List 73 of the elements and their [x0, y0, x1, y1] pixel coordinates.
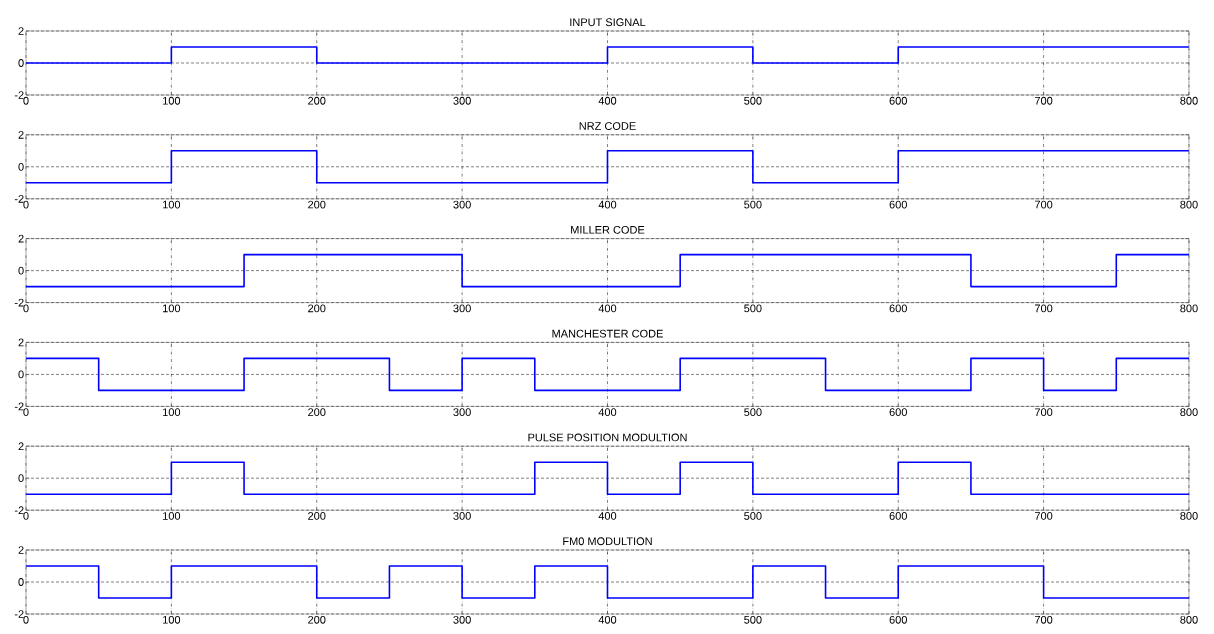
x-tick-label: 700: [1035, 408, 1053, 417]
x-tick-label: 300: [453, 615, 471, 624]
x-tick-label: 800: [1180, 408, 1198, 417]
x-tick-label: 600: [889, 408, 907, 417]
chart-title: INPUT SIGNAL: [570, 18, 646, 27]
x-tick-label: 200: [308, 408, 326, 417]
x-tick-label: 300: [453, 512, 471, 520]
x-tick-label: 400: [598, 200, 617, 209]
x-tick-label: 400: [598, 304, 617, 313]
y-tick-label: 0: [18, 370, 24, 379]
y-tick-label: 2: [18, 442, 24, 451]
chart-title: MANCHESTER CODE: [552, 329, 663, 338]
x-tick-label: 700: [1035, 304, 1053, 313]
x-tick-label: 500: [744, 200, 762, 209]
x-tick-label: 0: [23, 512, 29, 520]
x-tick-label: 100: [163, 408, 181, 417]
x-tick-label: 100: [163, 200, 181, 209]
y-tick-label: -2: [14, 194, 24, 203]
y-tick-label: 0: [18, 59, 24, 67]
y-tick-label: -2: [14, 91, 24, 99]
y-tick-label: -2: [14, 298, 24, 307]
x-tick-label: 100: [163, 304, 181, 313]
x-tick-label: 800: [1180, 512, 1198, 520]
x-tick-label: 400: [598, 96, 617, 105]
x-tick-label: 600: [889, 200, 907, 209]
y-tick-label: 2: [18, 27, 24, 35]
x-tick-label: 100: [163, 96, 181, 105]
y-tick-label: 0: [18, 266, 24, 275]
x-tick-label: 700: [1035, 200, 1053, 209]
chart-title: NRZ CODE: [579, 122, 636, 130]
x-tick-label: 500: [744, 408, 762, 417]
chart-title: PULSE POSITION MODULTION: [528, 433, 687, 442]
x-tick-label: 600: [889, 512, 907, 520]
x-tick-label: 300: [453, 96, 471, 105]
y-tick-label: -2: [14, 610, 24, 618]
x-tick-label: 700: [1035, 615, 1053, 624]
x-tick-label: 200: [308, 304, 326, 313]
y-tick-label: 2: [18, 338, 24, 347]
x-tick-label: 800: [1180, 96, 1198, 105]
x-tick-label: 600: [889, 304, 907, 313]
x-tick-label: 200: [308, 615, 326, 624]
x-tick-label: 800: [1180, 200, 1198, 209]
y-tick-label: 2: [18, 234, 24, 243]
x-tick-label: 100: [163, 615, 181, 624]
y-tick-label: 2: [18, 546, 24, 554]
chart-title: FM0 MODULTION: [563, 537, 652, 546]
x-tick-label: 700: [1035, 96, 1053, 105]
x-tick-label: 100: [163, 512, 181, 520]
y-tick-label: 0: [18, 162, 24, 171]
x-tick-label: 400: [598, 408, 617, 417]
y-tick-label: 2: [18, 130, 24, 139]
y-tick-label: 0: [18, 578, 24, 586]
x-tick-label: 200: [308, 200, 326, 209]
y-tick-label: -2: [14, 506, 24, 515]
x-tick-label: 800: [1180, 304, 1198, 313]
x-tick-label: 300: [453, 200, 471, 209]
x-tick-label: 500: [744, 96, 762, 105]
chart-title: MILLER CODE: [571, 225, 645, 234]
x-tick-label: 500: [744, 304, 762, 313]
x-tick-label: 200: [308, 96, 326, 105]
x-tick-label: 700: [1035, 512, 1053, 520]
x-tick-label: 400: [598, 512, 617, 520]
x-tick-label: 300: [453, 304, 471, 313]
x-tick-label: 500: [744, 512, 762, 520]
x-tick-label: 400: [598, 615, 617, 624]
x-tick-label: 600: [889, 96, 907, 105]
y-tick-label: -2: [14, 402, 24, 411]
x-tick-label: 200: [308, 512, 326, 520]
x-tick-label: 500: [744, 615, 762, 624]
x-tick-label: 800: [1180, 615, 1198, 624]
y-tick-label: 0: [18, 474, 24, 483]
x-tick-label: 600: [889, 615, 907, 624]
x-tick-label: 300: [453, 408, 471, 417]
